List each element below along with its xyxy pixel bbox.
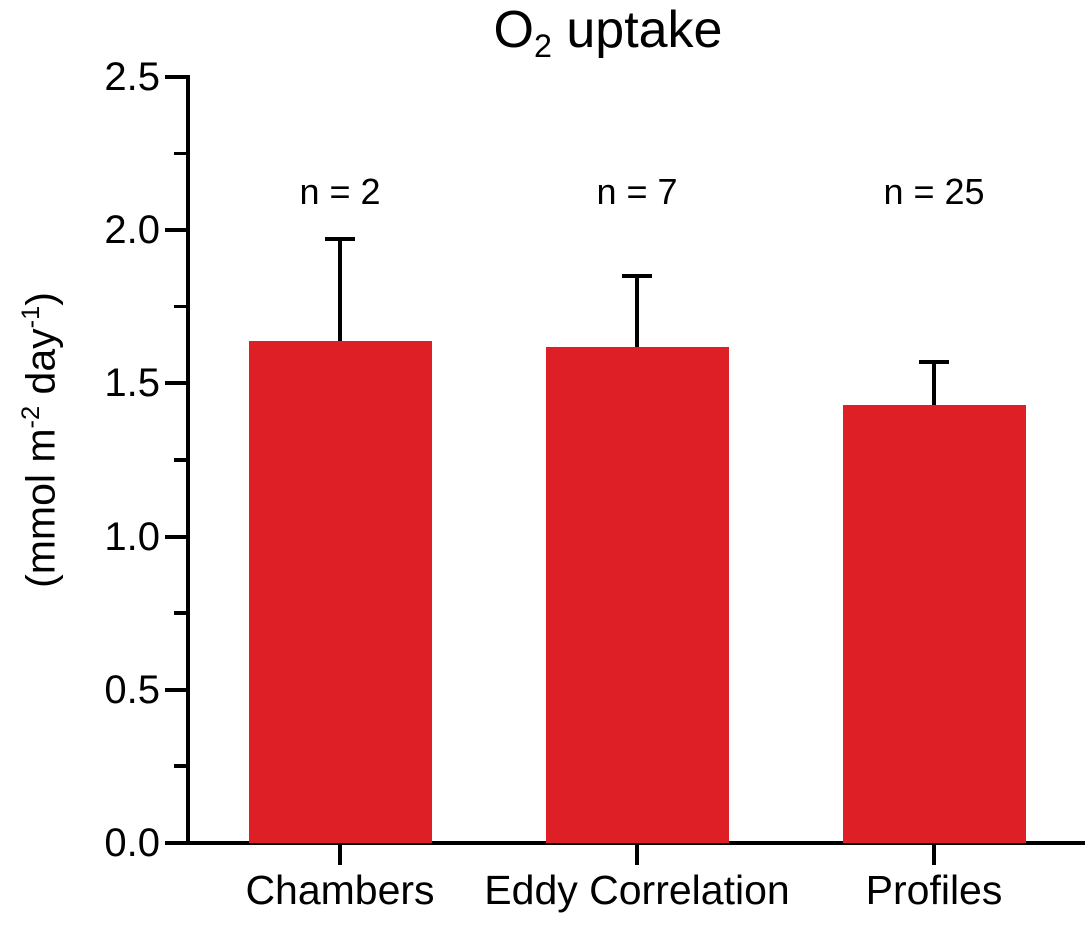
error-bar-cap-profiles: [919, 359, 949, 364]
x-tick-chambers: [338, 845, 342, 865]
y-tick-minor: [174, 151, 186, 156]
y-tick-major: [165, 381, 186, 386]
y-tick-major: [165, 841, 186, 845]
x-tick-label-profiles: Profiles: [865, 867, 1003, 913]
error-bar-cap-eddy-correlation: [622, 274, 652, 279]
y-tick-major: [165, 228, 186, 233]
n-annotation-eddy-correlation: n = 7: [596, 171, 678, 212]
bar-profiles: [842, 404, 1026, 843]
y-tick-label: 1.5: [104, 361, 160, 406]
y-axis-label: (mmol m-2 day-1): [16, 292, 64, 588]
y-tick-label: 0.0: [104, 821, 160, 865]
x-tick-label-eddy-correlation: Eddy Correlation: [484, 867, 790, 913]
superscript-exponent: -2: [16, 405, 45, 429]
chart-title: O2 uptake: [168, 1, 1048, 63]
x-tick-label-chambers: Chambers: [245, 867, 435, 913]
y-tick-label: 0.5: [104, 667, 160, 712]
y-tick-label: 2.0: [104, 208, 160, 253]
n-annotation-chambers: n = 2: [299, 171, 381, 212]
y-tick-label: 2.5: [104, 55, 160, 99]
y-tick-major: [165, 75, 186, 79]
y-tick-label: 1.0: [104, 514, 160, 559]
error-bar-line-chambers: [338, 239, 342, 341]
bar-chambers: [248, 340, 432, 843]
error-bar-line-profiles: [932, 361, 936, 405]
y-tick-minor: [174, 764, 186, 768]
n-annotation-profiles: n = 25: [883, 171, 985, 212]
y-tick-major: [165, 687, 186, 692]
x-tick-eddy-correlation: [635, 845, 639, 865]
chart-title-text: uptake: [551, 1, 723, 59]
error-bar-line-eddy-correlation: [635, 276, 639, 347]
x-axis-line: [186, 841, 1085, 845]
y-axis-line: [186, 75, 190, 845]
superscript-exponent: -1: [16, 305, 45, 329]
y-tick-minor: [174, 458, 186, 462]
bar-eddy-correlation: [545, 346, 729, 843]
y-tick-minor: [174, 304, 186, 309]
x-tick-profiles: [932, 845, 936, 865]
error-bar-cap-chambers: [325, 237, 355, 242]
chart-title-subscript: 2: [533, 27, 552, 64]
y-tick-major: [165, 534, 186, 539]
y-tick-minor: [174, 611, 186, 615]
chart-title-text: O: [493, 1, 534, 59]
